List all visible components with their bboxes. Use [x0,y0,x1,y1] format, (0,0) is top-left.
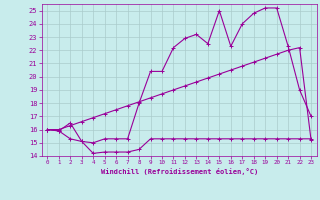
X-axis label: Windchill (Refroidissement éolien,°C): Windchill (Refroidissement éolien,°C) [100,168,258,175]
